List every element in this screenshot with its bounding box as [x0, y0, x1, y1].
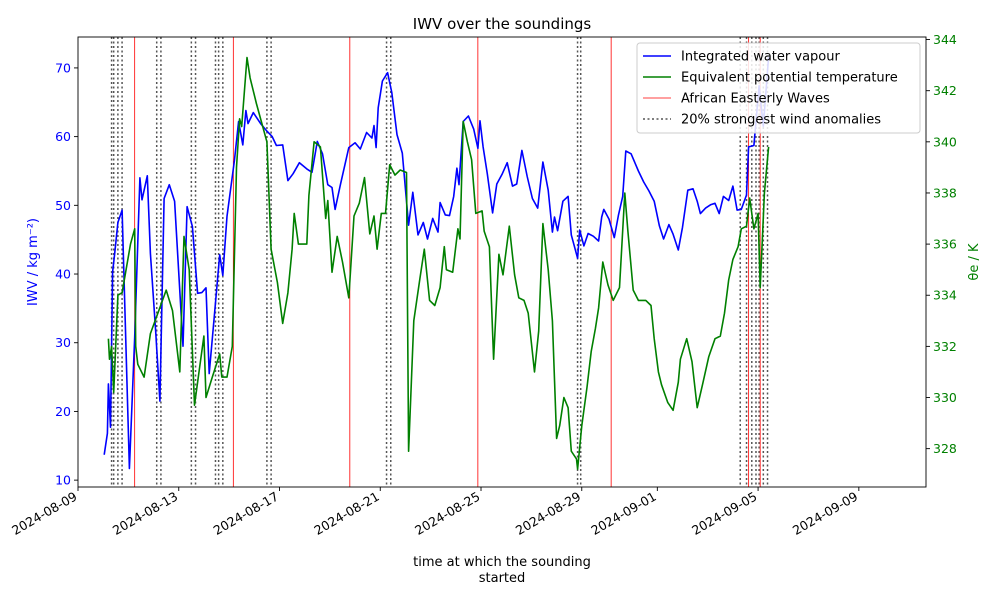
y-left-tick-label: 70 [55, 60, 71, 75]
y-right-tick-label: 342 [933, 83, 957, 98]
y-right-tick-label: 338 [933, 185, 957, 200]
theta-e-series-line [107, 56, 770, 470]
chart-title: IWV over the soundings [413, 15, 592, 33]
y-right-tick-label: 332 [933, 339, 957, 354]
y-left-tick-label: 60 [55, 129, 71, 144]
y-left-tick-label: 30 [55, 335, 71, 350]
x-axis-label-line2: started [479, 571, 526, 586]
y-left-tick-label: 10 [55, 473, 71, 488]
legend-box [636, 42, 921, 134]
y-axis-label-right: θe / K [967, 243, 982, 281]
y-right-tick-label: 336 [933, 237, 957, 252]
iwv-series-line [103, 56, 770, 470]
y-left-tick-label: 50 [55, 198, 71, 213]
y-axis-label-left: IWV / kg m⁻²) [26, 218, 41, 306]
legend-label: 20% strongest wind anomalies [681, 113, 881, 128]
y-right-tick-label: 340 [933, 134, 957, 149]
y-left-tick-label: 20 [55, 404, 71, 419]
legend-label: African Easterly Waves [681, 92, 830, 107]
y-right-tick-label: 344 [933, 32, 957, 47]
y-right-tick-label: 334 [933, 288, 957, 303]
legend-label: Equivalent potential temperature [681, 71, 898, 86]
legend-label: Integrated water vapour [681, 50, 840, 65]
legend: Integrated water vapour Equivalent potent… [636, 42, 921, 134]
y-right-tick-label: 330 [933, 390, 957, 405]
x-axis-label-line1: time at which the sounding [413, 555, 591, 570]
y-right-tick-label: 328 [933, 441, 957, 456]
plot-area [103, 37, 770, 487]
plot-frame [77, 36, 927, 488]
y-left-tick-label: 40 [55, 267, 71, 282]
